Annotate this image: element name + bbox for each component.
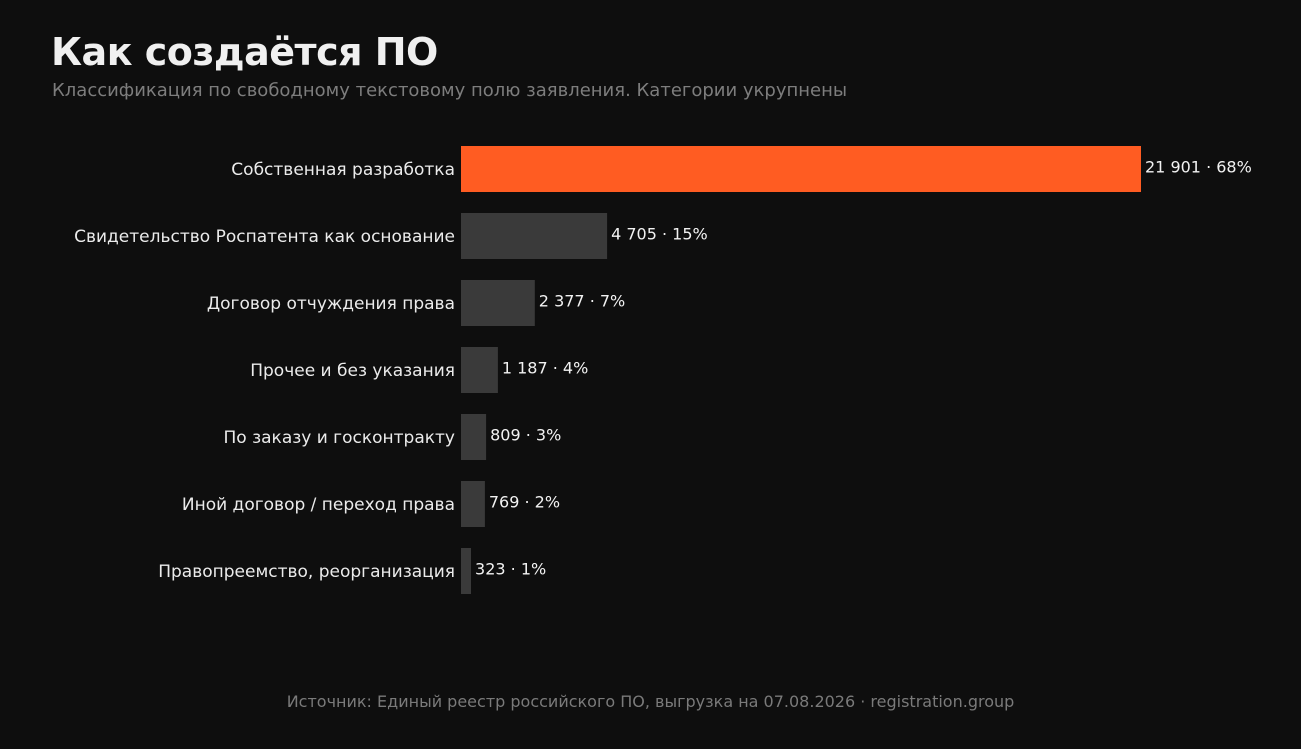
category-label: По заказу и госконтракту — [224, 428, 456, 448]
bar-chart: Собственная разработка 21 901 · 68% Свидет… — [74, 146, 1252, 594]
category-label: Прочее и без указания — [250, 361, 455, 381]
category-label: Правопреемство, реорганизация — [158, 562, 455, 582]
bar — [461, 548, 471, 594]
bar — [461, 481, 485, 527]
chart-title: Как создаётся ПО — [51, 30, 438, 74]
value-label: 769 · 2% — [489, 493, 560, 512]
value-label: 21 901 · 68% — [1145, 158, 1252, 177]
category-label: Свидетельство Роспатента как основание — [74, 227, 455, 247]
category-label: Иной договор / переход права — [182, 495, 455, 515]
bar — [461, 213, 608, 259]
bar — [461, 414, 487, 460]
value-label: 809 · 3% — [490, 426, 561, 445]
source-footnote: Источник: Единый реестр российского ПО, … — [286, 692, 1015, 711]
category-label: Договор отчуждения права — [207, 294, 455, 314]
value-label: 1 187 · 4% — [502, 359, 588, 378]
value-label: 323 · 1% — [475, 560, 546, 579]
value-label: 4 705 · 15% — [611, 225, 708, 244]
bar — [461, 280, 535, 326]
bar — [461, 146, 1141, 192]
chart-subtitle: Классификация по свободному текстовому п… — [52, 80, 848, 101]
bar — [461, 347, 498, 393]
value-label: 2 377 · 7% — [539, 292, 625, 311]
category-label: Собственная разработка — [231, 160, 455, 180]
